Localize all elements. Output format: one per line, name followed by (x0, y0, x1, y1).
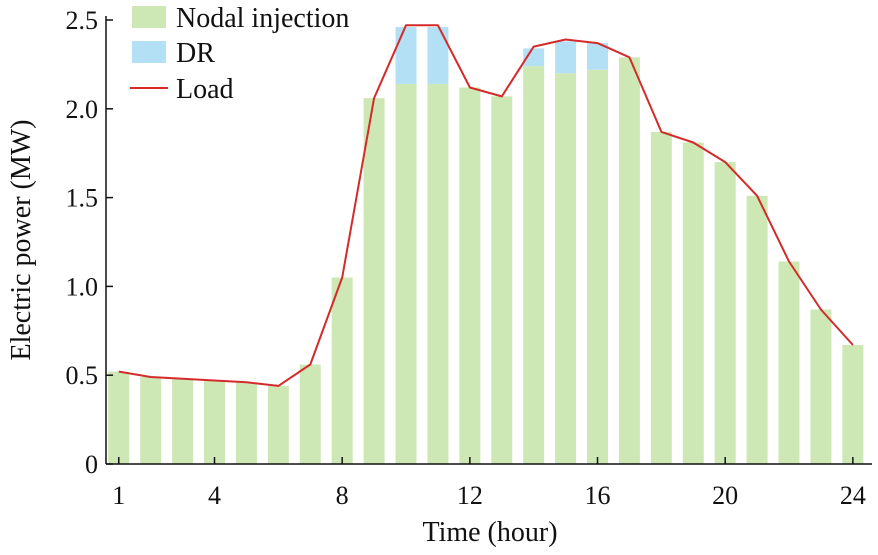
y-tick-label: 1.5 (66, 184, 99, 213)
line-layer (118, 24, 854, 387)
bar-nodal-injection (363, 98, 385, 465)
bar-nodal-injection (204, 380, 226, 464)
x-tick-label: 1 (112, 481, 125, 510)
bar-nodal-injection (395, 83, 417, 464)
bar-nodal-injection (267, 385, 289, 464)
bar-dr (427, 27, 449, 84)
bar-nodal-injection (427, 83, 449, 464)
bar-nodal-injection (714, 162, 736, 464)
x-axis-title: Time (hour) (422, 517, 557, 548)
y-tick-label: 0 (85, 450, 98, 479)
ticks: 0 0.5 1.0 1.5 2.0 2.5 1 4 8 12 16 20 24 (66, 6, 866, 510)
x-tick-label: 8 (336, 481, 349, 510)
x-tick-label: 12 (457, 481, 483, 510)
bar-nodal-injection (618, 57, 640, 465)
y-axis-title: Electric power (MW) (6, 120, 37, 361)
bar-nodal-injection (810, 309, 832, 464)
legend: Nodal injection DR Load (130, 3, 349, 105)
y-tick-label: 2.0 (66, 95, 99, 124)
bars-layer (108, 27, 864, 465)
bar-nodal-injection (682, 142, 704, 464)
bar-nodal-injection (842, 345, 864, 464)
x-tick-label: 20 (712, 481, 738, 510)
y-tick-label: 1.0 (66, 272, 99, 301)
bar-dr (587, 43, 609, 70)
bar-dr (395, 27, 417, 84)
legend-swatch-dr (132, 41, 166, 63)
load-line (118, 24, 854, 387)
bar-nodal-injection (650, 131, 672, 464)
bar-nodal-injection (172, 378, 194, 464)
bar-nodal-injection (746, 195, 768, 464)
x-tick-label: 16 (585, 481, 611, 510)
x-tick-label: 4 (208, 481, 221, 510)
y-tick-label: 2.5 (66, 6, 99, 35)
bar-nodal-injection (108, 371, 130, 464)
bar-nodal-injection (235, 382, 257, 464)
bar-nodal-injection (555, 73, 577, 464)
bar-dr (523, 48, 545, 67)
legend-swatch-nodal-injection (132, 6, 166, 28)
bar-nodal-injection (778, 261, 800, 464)
bar-nodal-injection (459, 87, 481, 464)
axes (105, 16, 872, 465)
y-tick-label: 0.5 (66, 361, 99, 390)
x-tick-label: 24 (840, 481, 866, 510)
bar-dr (555, 41, 577, 74)
bar-nodal-injection (299, 364, 321, 464)
legend-label-load: Load (176, 74, 234, 105)
bar-nodal-injection (523, 66, 545, 465)
bar-nodal-injection (587, 69, 609, 464)
bar-nodal-injection (140, 376, 162, 464)
bar-nodal-injection (331, 277, 353, 464)
bar-nodal-injection (491, 96, 513, 465)
legend-label-dr: DR (176, 38, 215, 69)
legend-label-nodal-injection: Nodal injection (176, 3, 349, 34)
